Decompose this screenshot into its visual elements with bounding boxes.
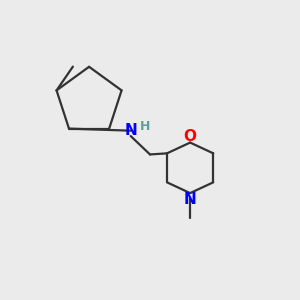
Text: N: N	[124, 123, 137, 138]
Text: H: H	[140, 120, 151, 133]
Text: N: N	[184, 192, 196, 207]
Text: O: O	[184, 129, 196, 144]
